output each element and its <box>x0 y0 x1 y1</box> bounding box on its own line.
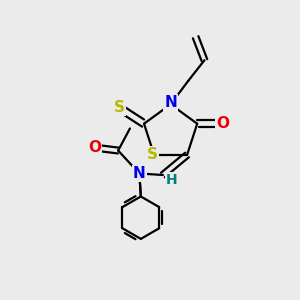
Text: H: H <box>166 173 178 187</box>
Text: S: S <box>113 100 124 115</box>
Text: O: O <box>217 116 230 131</box>
Text: O: O <box>88 140 101 155</box>
Text: S: S <box>147 148 158 163</box>
Text: N: N <box>133 166 146 181</box>
Text: N: N <box>164 95 177 110</box>
